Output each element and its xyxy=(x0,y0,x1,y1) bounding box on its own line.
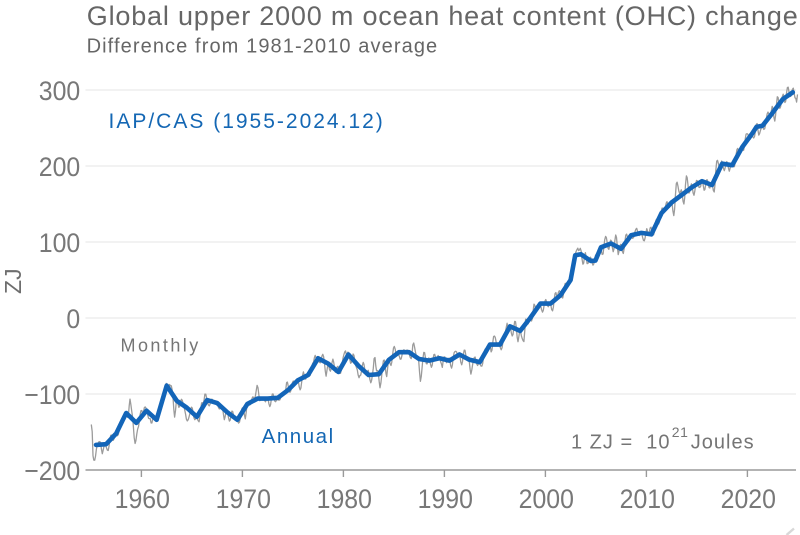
svg-text:300: 300 xyxy=(39,75,80,106)
svg-text:1990: 1990 xyxy=(418,483,473,514)
svg-text:1980: 1980 xyxy=(317,483,372,514)
svg-text:−200: −200 xyxy=(24,455,80,486)
svg-text:21: 21 xyxy=(672,424,689,440)
svg-text:−100: −100 xyxy=(24,379,80,410)
svg-text:0: 0 xyxy=(66,303,80,334)
svg-text:2020: 2020 xyxy=(721,483,776,514)
svg-text:Monthly: Monthly xyxy=(121,336,201,356)
svg-text:Global upper 2000 m ocean heat: Global upper 2000 m ocean heat content (… xyxy=(87,1,799,31)
svg-text:10: 10 xyxy=(646,432,670,454)
svg-text:100: 100 xyxy=(39,227,80,258)
svg-text:ZJ: ZJ xyxy=(0,268,26,294)
svg-text:Joules: Joules xyxy=(691,432,755,454)
svg-text:2010: 2010 xyxy=(620,483,675,514)
svg-text:Annual: Annual xyxy=(262,425,335,448)
svg-text:200: 200 xyxy=(39,151,80,182)
svg-text:Difference from 1981-2010 aver: Difference from 1981-2010 average xyxy=(87,35,439,57)
svg-text:IAP/CAS (1955-2024.12): IAP/CAS (1955-2024.12) xyxy=(109,110,385,133)
svg-text:1970: 1970 xyxy=(216,483,271,514)
svg-text:2000: 2000 xyxy=(519,483,574,514)
svg-text:1960: 1960 xyxy=(115,483,170,514)
svg-text:1 ZJ =: 1 ZJ = xyxy=(571,432,633,454)
